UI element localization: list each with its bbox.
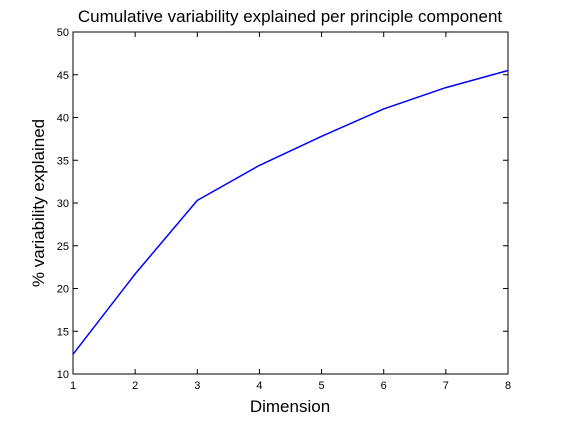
y-axis: 10 15 20 25 30 35 40 45 50	[57, 27, 508, 381]
x-tick-label: 3	[194, 380, 200, 392]
y-tick-label: 35	[57, 155, 69, 167]
y-tick-label: 40	[57, 113, 69, 125]
x-axis-label: Dimension	[250, 397, 330, 416]
x-tick-label: 2	[132, 380, 138, 392]
chart-title: Cumulative variability explained per pri…	[78, 7, 503, 26]
series-line	[72, 69, 509, 355]
y-tick-label: 30	[57, 198, 69, 210]
y-tick-label: 20	[57, 284, 69, 296]
x-tick-label: 5	[319, 380, 325, 392]
x-tick-label: 8	[505, 380, 511, 392]
y-tick-label: 25	[57, 241, 69, 253]
x-tick-label: 4	[256, 380, 262, 392]
series-layer	[72, 69, 509, 355]
y-tick-label: 50	[57, 27, 69, 39]
y-tick-label: 15	[57, 326, 69, 338]
y-tick-label: 10	[57, 369, 69, 381]
y-axis-label: % variability explained	[29, 119, 48, 287]
x-axis: 1 2 3 4 5 6 7 8	[70, 32, 511, 392]
y-tick-label: 45	[57, 70, 69, 82]
x-tick-label: 1	[70, 380, 76, 392]
x-tick-label: 7	[443, 380, 449, 392]
x-tick-label: 6	[381, 380, 387, 392]
plot-area	[72, 31, 509, 375]
